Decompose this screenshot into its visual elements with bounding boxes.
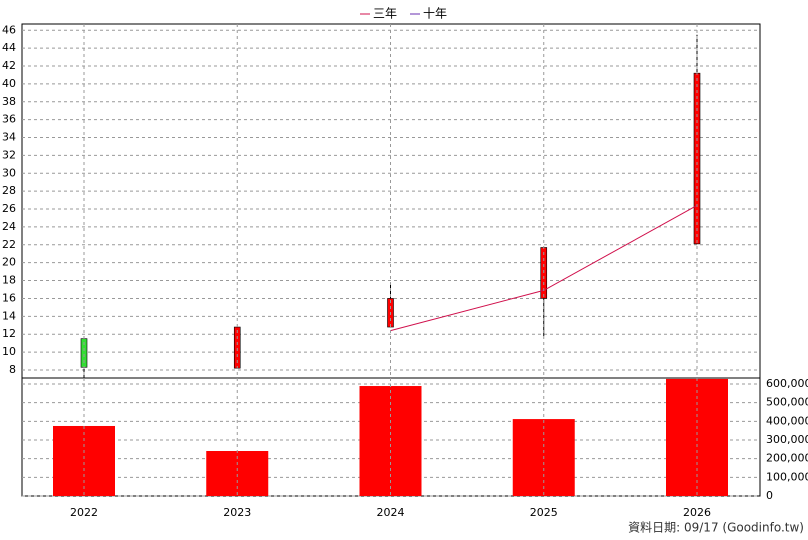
y-tick-label: 34: [2, 131, 16, 144]
y-tick-label: 12: [2, 327, 16, 340]
y-tick-label: 10: [2, 345, 16, 358]
x-tick-label: 2024: [377, 506, 405, 519]
y2-tick-label: 200,000: [766, 452, 808, 465]
y2-tick-label: 0: [766, 489, 773, 502]
y2-tick-label: 300,000: [766, 433, 808, 446]
bar: [53, 425, 115, 496]
legend-label: 十年: [423, 7, 447, 21]
y2-tick-label: 600,000: [766, 377, 808, 390]
x-tick-label: 2026: [683, 506, 711, 519]
y-tick-label: 8: [9, 363, 16, 376]
y-tick-label: 20: [2, 256, 16, 269]
y-tick-label: 38: [2, 95, 16, 108]
y-tick-label: 24: [2, 220, 16, 233]
y2-tick-label: 500,000: [766, 396, 808, 409]
y-tick-label: 46: [2, 23, 16, 36]
x-tick-label: 2023: [223, 506, 251, 519]
y-tick-label: 18: [2, 274, 16, 287]
y-tick-label: 42: [2, 59, 16, 72]
y-tick-label: 44: [2, 41, 16, 54]
x-tick-label: 2022: [70, 506, 98, 519]
footer: 資料日期: 09/17 (Goodinfo.tw): [628, 521, 804, 535]
y-tick-label: 36: [2, 113, 16, 126]
y2-tick-label: 100,000: [766, 470, 808, 483]
y-tick-label: 30: [2, 166, 16, 179]
y-tick-label: 14: [2, 309, 16, 322]
y2-tick-label: 400,000: [766, 414, 808, 427]
y-tick-label: 16: [2, 291, 16, 304]
y-tick-label: 32: [2, 148, 16, 161]
y-tick-label: 26: [2, 202, 16, 215]
x-tick-label: 2025: [530, 506, 558, 519]
y-tick-label: 28: [2, 184, 16, 197]
legend-label: 三年: [373, 7, 397, 21]
y-tick-label: 22: [2, 238, 16, 251]
y-tick-label: 40: [2, 77, 16, 90]
